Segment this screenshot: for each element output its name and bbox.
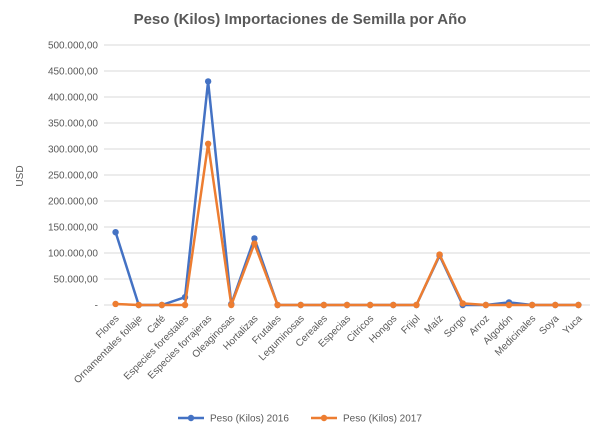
y-tick-label: 200.000,00 <box>48 197 98 208</box>
y-tick-label: 350.000,00 <box>48 119 98 130</box>
data-point <box>228 301 235 309</box>
y-tick-label: 50.000,00 <box>54 275 99 286</box>
data-point <box>297 301 304 309</box>
data-point <box>112 229 119 236</box>
y-tick-label: 500.000,00 <box>48 41 98 52</box>
data-point <box>413 301 420 309</box>
x-tick-label: Sorgo <box>442 313 469 340</box>
data-point <box>343 301 351 309</box>
y-tick-label: 250.000,00 <box>48 171 98 182</box>
legend-label: Peso (Kilos) 2016 <box>210 414 289 425</box>
y-tick-label: 400.000,00 <box>48 93 98 104</box>
data-point <box>251 235 258 242</box>
data-point <box>181 301 189 309</box>
data-point <box>320 301 328 309</box>
legend-item: Peso (Kilos) 2016 <box>178 414 289 425</box>
x-tick-label: Soya <box>538 313 562 337</box>
data-point <box>204 78 212 85</box>
data-point <box>158 301 166 309</box>
x-tick-label: Yuca <box>561 313 585 337</box>
y-tick-label: 100.000,00 <box>48 249 98 260</box>
legend: Peso (Kilos) 2016 Peso (Kilos) 2017 <box>178 414 422 425</box>
data-point <box>204 140 212 147</box>
data-point <box>251 240 258 247</box>
y-tick-label: 450.000,00 <box>48 67 98 78</box>
data-point <box>274 301 281 309</box>
data-point <box>575 301 582 309</box>
y-tick-label: 300.000,00 <box>48 145 98 156</box>
data-point <box>552 301 559 309</box>
data-point <box>366 301 374 309</box>
legend-swatch-marker <box>187 414 195 422</box>
data-point <box>390 301 397 309</box>
chart-title: Peso (Kilos) Importaciones de Semilla po… <box>134 11 467 28</box>
legend-item: Peso (Kilos) 2017 <box>311 414 422 425</box>
series-line <box>114 80 579 307</box>
data-point <box>459 300 466 307</box>
data-point <box>436 251 443 258</box>
legend-label: Peso (Kilos) 2017 <box>343 414 422 425</box>
y-tick-label: - <box>95 301 98 312</box>
data-point <box>112 300 119 308</box>
data-point <box>528 301 536 309</box>
x-tick-label: Frijol <box>399 313 422 336</box>
y-tick-label: 150.000,00 <box>48 223 98 234</box>
legend-swatch-marker <box>320 414 328 422</box>
data-point <box>482 301 490 309</box>
y-axis-ticks: - 50.000,00 100.000,00 150.000,00 200.000,00… <box>48 41 98 312</box>
series-2 <box>112 140 582 309</box>
series-line <box>115 142 579 307</box>
data-point <box>505 301 513 309</box>
series-1 <box>112 78 582 309</box>
gridlines <box>104 44 590 306</box>
series-lines <box>112 78 582 309</box>
y-axis-label: USD <box>15 165 26 186</box>
data-point <box>135 301 142 309</box>
